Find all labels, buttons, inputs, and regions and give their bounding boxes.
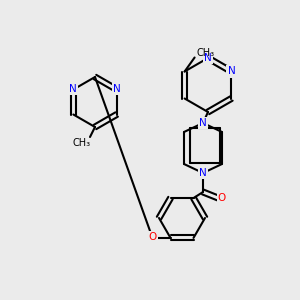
Text: N: N <box>70 83 77 94</box>
Text: N: N <box>199 118 207 128</box>
Text: CH₃: CH₃ <box>73 138 91 148</box>
Text: N: N <box>227 67 235 76</box>
Text: N: N <box>199 168 207 178</box>
Text: O: O <box>218 193 226 203</box>
Text: O: O <box>148 232 157 242</box>
Text: N: N <box>113 83 121 94</box>
Text: N: N <box>204 53 212 63</box>
Text: CH₃: CH₃ <box>196 49 215 58</box>
